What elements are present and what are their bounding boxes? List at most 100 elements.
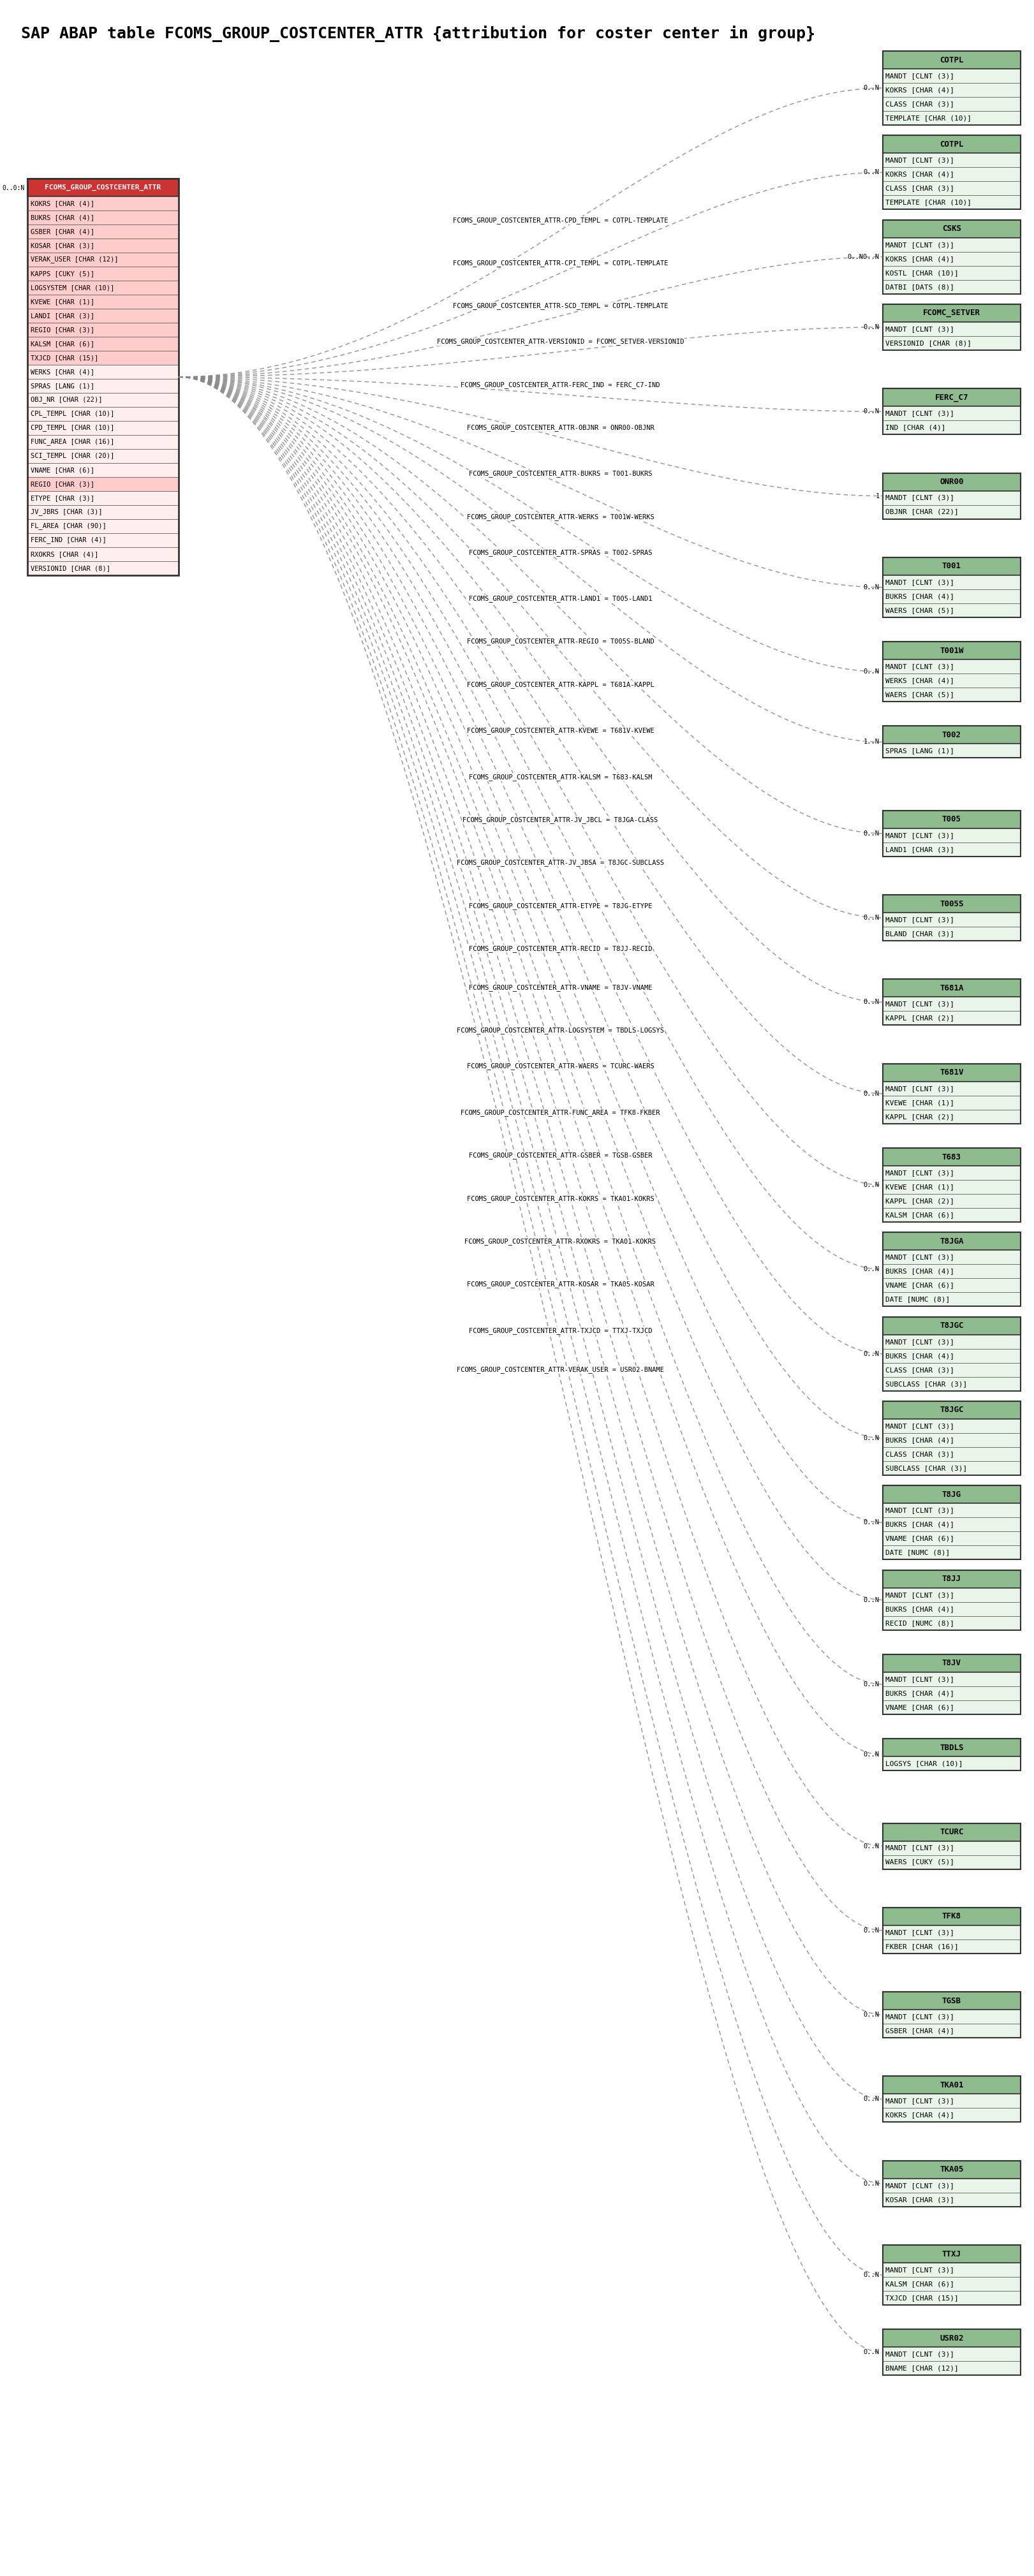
FancyBboxPatch shape	[882, 2094, 1021, 2107]
Text: DATBI [DATS (8)]: DATBI [DATS (8)]	[886, 283, 954, 291]
Text: TFK8: TFK8	[942, 1911, 962, 1922]
Text: MANDT [CLNT (3)]: MANDT [CLNT (3)]	[886, 665, 954, 670]
Text: KOSAR [CHAR (3)]: KOSAR [CHAR (3)]	[31, 242, 94, 250]
Text: 0..N: 0..N	[863, 1267, 879, 1273]
Text: SCI_TEMPL [CHAR (20)]: SCI_TEMPL [CHAR (20)]	[31, 453, 115, 459]
Text: CLASS [CHAR (3)]: CLASS [CHAR (3)]	[886, 1450, 954, 1458]
FancyBboxPatch shape	[882, 1615, 1021, 1631]
Text: VNAME [CHAR (6)]: VNAME [CHAR (6)]	[886, 1283, 954, 1288]
Text: 0..N: 0..N	[863, 410, 879, 415]
Text: 1..N: 1..N	[863, 739, 879, 744]
FancyBboxPatch shape	[882, 1064, 1021, 1082]
FancyBboxPatch shape	[882, 252, 1021, 265]
Text: T8JGA: T8JGA	[940, 1236, 964, 1247]
Text: WAERS [CHAR (5)]: WAERS [CHAR (5)]	[886, 690, 954, 698]
FancyBboxPatch shape	[882, 1193, 1021, 1208]
Text: 0..N: 0..N	[863, 325, 879, 330]
FancyBboxPatch shape	[882, 1401, 1021, 1419]
Text: MANDT [CLNT (3)]: MANDT [CLNT (3)]	[886, 410, 954, 417]
FancyBboxPatch shape	[882, 1180, 1021, 1193]
Text: KOKRS [CHAR (4)]: KOKRS [CHAR (4)]	[886, 88, 954, 93]
FancyBboxPatch shape	[28, 464, 179, 477]
FancyBboxPatch shape	[882, 1687, 1021, 1700]
Text: USR02: USR02	[940, 2334, 964, 2342]
Text: FCOMS_GROUP_COSTCENTER_ATTR-WERKS = T001W-WERKS: FCOMS_GROUP_COSTCENTER_ATTR-WERKS = T001…	[466, 513, 655, 520]
FancyBboxPatch shape	[28, 211, 179, 224]
Text: KOKRS [CHAR (4)]: KOKRS [CHAR (4)]	[31, 201, 94, 206]
Text: FCOMS_GROUP_COSTCENTER_ATTR-BUKRS = T001-BUKRS: FCOMS_GROUP_COSTCENTER_ATTR-BUKRS = T001…	[468, 471, 652, 477]
Text: TKA05: TKA05	[940, 2166, 964, 2174]
Text: MANDT [CLNT (3)]: MANDT [CLNT (3)]	[886, 1170, 954, 1177]
Text: OBJNR [CHAR (22)]: OBJNR [CHAR (22)]	[886, 507, 959, 515]
Text: FCOMS_GROUP_COSTCENTER_ATTR-CPD_TEMPL = COTPL-TEMPLATE: FCOMS_GROUP_COSTCENTER_ATTR-CPD_TEMPL = …	[453, 216, 668, 224]
FancyBboxPatch shape	[882, 2179, 1021, 2192]
Text: LANDI [CHAR (3)]: LANDI [CHAR (3)]	[31, 312, 94, 319]
FancyBboxPatch shape	[882, 492, 1021, 505]
FancyBboxPatch shape	[882, 1012, 1021, 1025]
Text: 0..N: 0..N	[863, 999, 879, 1005]
Text: T683: T683	[942, 1154, 962, 1162]
Text: KAPPL [CHAR (2)]: KAPPL [CHAR (2)]	[886, 1198, 954, 1203]
FancyBboxPatch shape	[28, 448, 179, 464]
Text: SUBCLASS [CHAR (3)]: SUBCLASS [CHAR (3)]	[886, 1381, 968, 1386]
Text: 0..N: 0..N	[863, 1842, 879, 1850]
FancyBboxPatch shape	[882, 407, 1021, 420]
Text: T8JJ: T8JJ	[942, 1574, 962, 1584]
Text: FCOMS_GROUP_COSTCENTER_ATTR-TXJCD = TTXJ-TXJCD: FCOMS_GROUP_COSTCENTER_ATTR-TXJCD = TTXJ…	[468, 1327, 652, 1334]
Text: MANDT [CLNT (3)]: MANDT [CLNT (3)]	[886, 1844, 954, 1852]
FancyBboxPatch shape	[882, 265, 1021, 281]
Text: VERSIONID [CHAR (8)]: VERSIONID [CHAR (8)]	[31, 564, 111, 572]
FancyBboxPatch shape	[882, 1461, 1021, 1476]
Text: MANDT [CLNT (3)]: MANDT [CLNT (3)]	[886, 72, 954, 80]
Text: MANDT [CLNT (3)]: MANDT [CLNT (3)]	[886, 1002, 954, 1007]
FancyBboxPatch shape	[882, 1757, 1021, 1770]
FancyBboxPatch shape	[882, 2192, 1021, 2208]
Text: CSKS: CSKS	[942, 224, 962, 232]
Text: MANDT [CLNT (3)]: MANDT [CLNT (3)]	[886, 1422, 954, 1430]
Text: 0..N: 0..N	[863, 85, 879, 90]
Text: FCOMS_GROUP_COSTCENTER_ATTR: FCOMS_GROUP_COSTCENTER_ATTR	[44, 185, 161, 191]
FancyBboxPatch shape	[882, 1316, 1021, 1334]
FancyBboxPatch shape	[882, 1924, 1021, 1940]
Text: KOKRS [CHAR (4)]: KOKRS [CHAR (4)]	[886, 170, 954, 178]
FancyBboxPatch shape	[28, 294, 179, 309]
FancyBboxPatch shape	[882, 281, 1021, 294]
Text: FCOMS_GROUP_COSTCENTER_ATTR-KAPPL = T681A-KAPPL: FCOMS_GROUP_COSTCENTER_ATTR-KAPPL = T681…	[466, 680, 655, 688]
FancyBboxPatch shape	[882, 137, 1021, 152]
FancyBboxPatch shape	[882, 2262, 1021, 2277]
Text: BUKRS [CHAR (4)]: BUKRS [CHAR (4)]	[886, 1352, 954, 1360]
FancyBboxPatch shape	[882, 82, 1021, 98]
Text: 0..N: 0..N	[863, 1350, 879, 1358]
FancyBboxPatch shape	[882, 505, 1021, 518]
Text: FCOMS_GROUP_COSTCENTER_ATTR-FUNC_AREA = TFK8-FKBER: FCOMS_GROUP_COSTCENTER_ATTR-FUNC_AREA = …	[461, 1110, 660, 1115]
Text: FCOMS_GROUP_COSTCENTER_ATTR-RXOKRS = TKA01-KOKRS: FCOMS_GROUP_COSTCENTER_ATTR-RXOKRS = TKA…	[464, 1239, 656, 1244]
Text: MANDT [CLNT (3)]: MANDT [CLNT (3)]	[886, 1677, 954, 1682]
Text: 0..N: 0..N	[863, 1752, 879, 1757]
FancyBboxPatch shape	[882, 237, 1021, 252]
FancyBboxPatch shape	[882, 167, 1021, 180]
Text: MANDT [CLNT (3)]: MANDT [CLNT (3)]	[886, 1084, 954, 1092]
FancyBboxPatch shape	[28, 420, 179, 435]
Text: COTPL: COTPL	[940, 57, 964, 64]
Text: 0..N: 0..N	[863, 2272, 879, 2277]
Text: TTXJ: TTXJ	[942, 2249, 962, 2259]
FancyBboxPatch shape	[882, 2025, 1021, 2038]
Text: T8JGC: T8JGC	[940, 1321, 964, 1329]
Text: 0..N: 0..N	[863, 829, 879, 837]
FancyBboxPatch shape	[882, 1504, 1021, 1517]
FancyBboxPatch shape	[882, 2246, 1021, 2262]
Text: WAERS [CHAR (5)]: WAERS [CHAR (5)]	[886, 608, 954, 613]
FancyBboxPatch shape	[882, 2329, 1021, 2347]
Text: IND [CHAR (4)]: IND [CHAR (4)]	[886, 425, 946, 430]
FancyBboxPatch shape	[882, 180, 1021, 196]
FancyBboxPatch shape	[28, 435, 179, 448]
Text: SUBCLASS [CHAR (3)]: SUBCLASS [CHAR (3)]	[886, 1466, 968, 1471]
Text: KVEWE [CHAR (1)]: KVEWE [CHAR (1)]	[31, 299, 94, 304]
Text: GSBER [CHAR (4)]: GSBER [CHAR (4)]	[31, 229, 94, 234]
Text: FCOMS_GROUP_COSTCENTER_ATTR-WAERS = TCURC-WAERS: FCOMS_GROUP_COSTCENTER_ATTR-WAERS = TCUR…	[466, 1064, 655, 1069]
FancyBboxPatch shape	[882, 641, 1021, 659]
Text: FCOMS_GROUP_COSTCENTER_ATTR-VERAK_USER = USR02-BNAME: FCOMS_GROUP_COSTCENTER_ATTR-VERAK_USER =…	[457, 1365, 664, 1373]
FancyBboxPatch shape	[882, 979, 1021, 997]
FancyBboxPatch shape	[882, 2277, 1021, 2290]
Text: DATE [NUMC (8)]: DATE [NUMC (8)]	[886, 1296, 950, 1303]
